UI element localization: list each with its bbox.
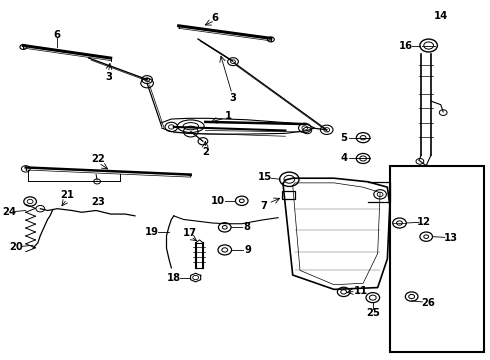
Text: 21: 21 <box>60 190 74 201</box>
Text: 5: 5 <box>340 133 347 143</box>
Text: 23: 23 <box>92 197 105 207</box>
Text: 14: 14 <box>434 11 448 21</box>
Text: 26: 26 <box>421 298 435 308</box>
Text: 3: 3 <box>230 93 237 103</box>
Text: 17: 17 <box>182 228 196 238</box>
Text: 15: 15 <box>258 172 272 182</box>
Bar <box>282 191 295 199</box>
Text: 7: 7 <box>260 201 267 211</box>
Text: 4: 4 <box>340 153 347 163</box>
Text: 22: 22 <box>92 154 105 164</box>
Text: 6: 6 <box>54 30 61 40</box>
Text: 13: 13 <box>443 233 458 243</box>
Text: 2: 2 <box>202 147 209 157</box>
Text: 19: 19 <box>145 227 159 237</box>
Text: 24: 24 <box>2 207 16 217</box>
Text: 18: 18 <box>167 273 181 283</box>
Text: 16: 16 <box>399 41 413 50</box>
Text: 20: 20 <box>9 242 23 252</box>
Text: 12: 12 <box>417 217 431 227</box>
Text: 10: 10 <box>211 196 224 206</box>
Text: 11: 11 <box>354 286 368 296</box>
Text: 3: 3 <box>105 72 112 82</box>
Bar <box>390 166 485 352</box>
Text: 8: 8 <box>243 222 250 232</box>
Text: 9: 9 <box>244 245 251 255</box>
Text: 25: 25 <box>366 308 380 318</box>
Text: 6: 6 <box>212 13 219 23</box>
Text: 1: 1 <box>225 111 232 121</box>
